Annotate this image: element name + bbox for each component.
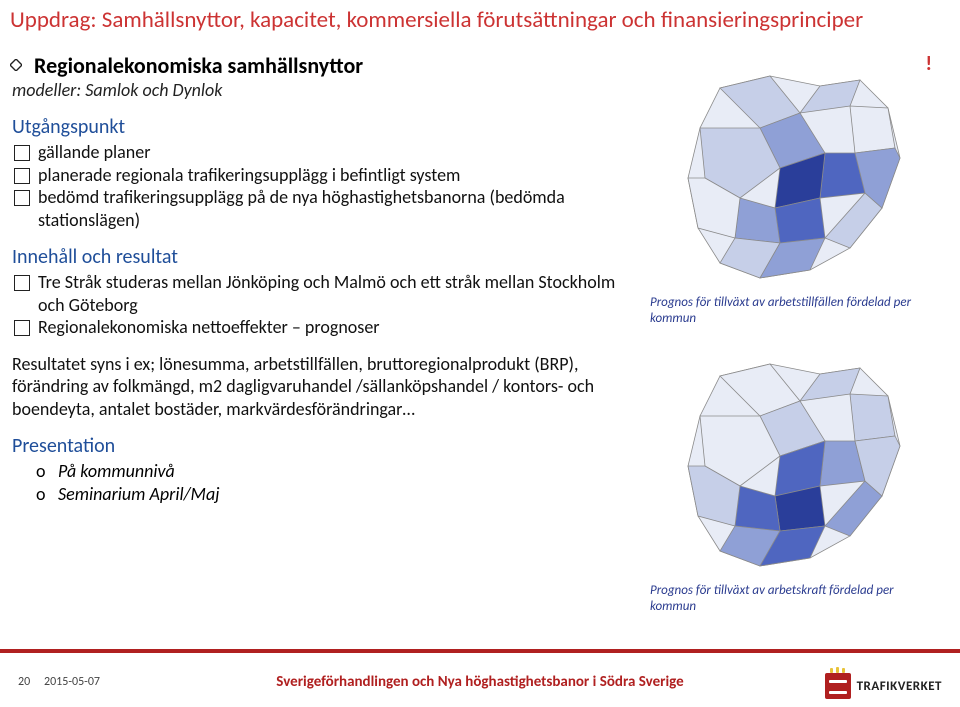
list-item: Tre Stråk studeras mellan Jönköping och … (12, 271, 632, 316)
list-item: gällande planer (12, 141, 632, 164)
innehall-list: Tre Stråk studeras mellan Jönköping och … (12, 271, 632, 339)
list-item: Seminarium April/Maj (36, 483, 632, 506)
section1-sub: modeller: Samlok och Dynlok (12, 79, 632, 101)
title-text: Uppdrag: Samhällsnyttor, kapacitet, komm… (10, 6, 863, 34)
map-2-caption: Prognos för tillväxt av arbetskraft förd… (650, 583, 940, 616)
logo-mark-icon (825, 673, 851, 699)
maps-column: Prognos för tillväxt av arbetstillfällen… (650, 58, 940, 633)
map-svg-2 (650, 346, 940, 581)
footer-divider (0, 649, 960, 653)
section1-heading: Regionalekonomiska samhällsnyttor (34, 52, 632, 79)
utgangspunkt-list: gällande planer planerade regionala traf… (12, 141, 632, 231)
map-2 (650, 346, 940, 581)
map-1 (650, 58, 940, 293)
section-regional: Regionalekonomiska samhällsnyttor (12, 52, 632, 79)
resultatet-paragraph: Resultatet syns i ex; lönesumma, arbetst… (12, 353, 632, 421)
content-column: Regionalekonomiska samhällsnyttor modell… (12, 52, 632, 507)
list-item: planerade regionala trafikeringsupplägg … (12, 164, 632, 187)
presentation-heading: Presentation (12, 434, 632, 458)
map-1-caption: Prognos för tillväxt av arbetstillfällen… (650, 295, 940, 328)
trafikverket-logo: TRAFIKVERKET (825, 673, 942, 699)
map-svg-1 (650, 58, 940, 293)
presentation-list: På kommunnivå Seminarium April/Maj (36, 460, 632, 507)
footer-title: Sverigeförhandlingen och Nya höghastighe… (0, 673, 960, 691)
utgangspunkt-heading: Utgångspunkt (12, 115, 632, 139)
innehall-heading: Innehåll och resultat (12, 245, 632, 269)
page-title: Uppdrag: Samhällsnyttor, kapacitet, komm… (10, 6, 950, 34)
diamond-bullet-icon (10, 59, 22, 71)
list-item: Regionalekonomiska nettoeffekter – progn… (12, 316, 632, 339)
list-item: På kommunnivå (36, 460, 632, 483)
slide: Uppdrag: Samhällsnyttor, kapacitet, komm… (0, 0, 960, 707)
footer: 20 2015-05-07 Sverigeförhandlingen och N… (0, 649, 960, 707)
logo-text: TRAFIKVERKET (857, 679, 942, 694)
list-item: bedömd trafikeringsupplägg på de nya hög… (12, 186, 632, 231)
